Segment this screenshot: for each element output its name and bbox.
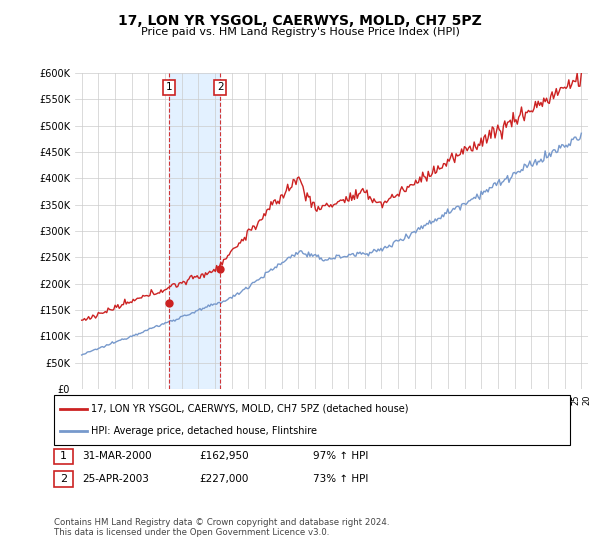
Text: 73% ↑ HPI: 73% ↑ HPI [313,474,368,484]
Text: £227,000: £227,000 [199,474,248,484]
Text: Price paid vs. HM Land Registry's House Price Index (HPI): Price paid vs. HM Land Registry's House … [140,27,460,37]
Text: 97% ↑ HPI: 97% ↑ HPI [313,451,368,461]
Text: HPI: Average price, detached house, Flintshire: HPI: Average price, detached house, Flin… [91,426,317,436]
Text: 17, LON YR YSGOL, CAERWYS, MOLD, CH7 5PZ (detached house): 17, LON YR YSGOL, CAERWYS, MOLD, CH7 5PZ… [91,404,409,414]
Text: 31-MAR-2000: 31-MAR-2000 [82,451,152,461]
Text: £162,950: £162,950 [199,451,249,461]
Text: 2: 2 [60,474,67,484]
Text: 17, LON YR YSGOL, CAERWYS, MOLD, CH7 5PZ: 17, LON YR YSGOL, CAERWYS, MOLD, CH7 5PZ [118,14,482,28]
Text: 1: 1 [166,82,172,92]
Text: 25-APR-2003: 25-APR-2003 [82,474,149,484]
Bar [169,73,220,389]
Text: 2: 2 [217,82,224,92]
Text: 1: 1 [60,451,67,461]
Text: Contains HM Land Registry data © Crown copyright and database right 2024.
This d: Contains HM Land Registry data © Crown c… [54,518,389,538]
